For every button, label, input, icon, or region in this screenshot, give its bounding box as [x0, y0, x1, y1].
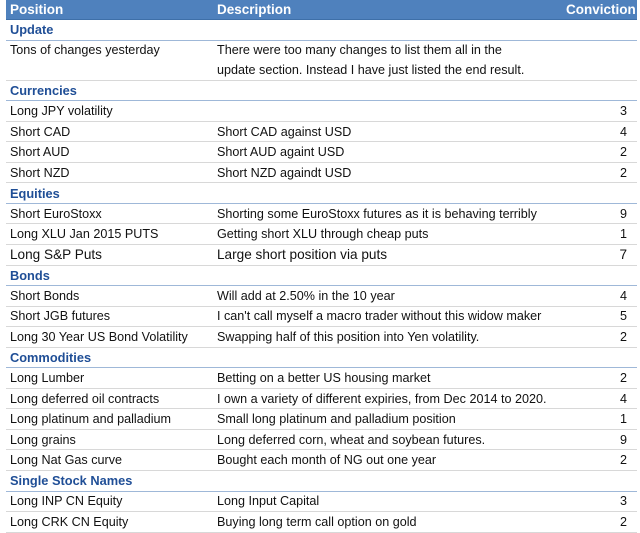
- position-cell: Short AUD: [6, 141, 209, 163]
- conviction-cell: 2: [562, 367, 637, 389]
- description-cell: Short AUD againt USD: [209, 141, 562, 163]
- position-cell: Long grains: [6, 429, 209, 451]
- description-cell: Long deferred corn, wheat and soybean fu…: [209, 429, 562, 451]
- conviction-cell: 2: [562, 511, 637, 533]
- section-commodities: Commodities: [6, 347, 637, 369]
- section-currencies: Currencies: [6, 80, 637, 102]
- conviction-cell: 9: [562, 203, 637, 225]
- position-cell: Long JPY volatility: [6, 100, 209, 122]
- table-row: update section. Instead I have just list…: [6, 60, 637, 81]
- section-update: Update: [6, 19, 637, 41]
- section-equities: Equities: [6, 182, 637, 204]
- positions-table: Position Description Conviction Update T…: [6, 0, 637, 533]
- conviction-cell: 2: [562, 326, 637, 348]
- conviction-cell: 2: [562, 141, 637, 163]
- description-cell: Bought each month of NG out one year: [209, 449, 562, 472]
- table-row: Long Lumber Betting on a better US housi…: [6, 367, 637, 389]
- description-cell: Shorting some EuroStoxx futures as it is…: [209, 203, 562, 225]
- position-cell: Short EuroStoxx: [6, 203, 209, 225]
- conviction-cell: 3: [562, 100, 637, 122]
- conviction-cell: 7: [562, 244, 637, 266]
- position-cell: Long deferred oil contracts: [6, 388, 209, 410]
- description-cell: I own a variety of different expiries, f…: [209, 388, 562, 410]
- table-row: Long Nat Gas curve Bought each month of …: [6, 449, 637, 472]
- position-cell: Long platinum and palladium: [6, 408, 209, 430]
- table-row: Long INP CN Equity Long Input Capital 3: [6, 491, 637, 513]
- table-row: Long S&P Puts Large short position via p…: [6, 244, 637, 266]
- section-title: Commodities: [6, 347, 209, 369]
- section-title: Single Stock Names: [6, 470, 209, 492]
- conviction-cell: 4: [562, 388, 637, 410]
- description-cell: Will add at 2.50% in the 10 year: [209, 285, 562, 307]
- section-title: Currencies: [6, 80, 209, 102]
- position-cell: Long Lumber: [6, 367, 209, 389]
- position-cell: Long S&P Puts: [6, 244, 209, 266]
- positions-sheet: Position Description Conviction Update T…: [6, 0, 637, 533]
- position-cell: Long CRK CN Equity: [6, 511, 209, 533]
- description-cell: [209, 100, 562, 122]
- description-cell: Getting short XLU through cheap puts: [209, 223, 562, 246]
- position-cell: Long XLU Jan 2015 PUTS: [6, 223, 209, 246]
- section-title: Bonds: [6, 265, 209, 287]
- table-row: Short JGB futures I can't call myself a …: [6, 306, 637, 328]
- conviction-cell: 5: [562, 306, 637, 328]
- description-cell: Short NZD againdt USD: [209, 162, 562, 184]
- conviction-cell: 2: [562, 162, 637, 184]
- table-row: Short AUD Short AUD againt USD 2: [6, 141, 637, 163]
- position-cell: Short Bonds: [6, 285, 209, 307]
- table-row: Long JPY volatility 3: [6, 100, 637, 122]
- table-row: Tons of changes yesterday There were too…: [6, 40, 637, 60]
- conviction-cell: 9: [562, 429, 637, 451]
- table-row: Short CAD Short CAD against USD 4: [6, 121, 637, 143]
- description-cell: Long Input Capital: [209, 491, 562, 513]
- position-cell: Long INP CN Equity: [6, 491, 209, 513]
- table-row: Long grains Long deferred corn, wheat an…: [6, 429, 637, 451]
- table-row: Long CRK CN Equity Buying long term call…: [6, 511, 637, 533]
- conviction-cell: 2: [562, 449, 637, 472]
- position-cell: Long 30 Year US Bond Volatility: [6, 326, 209, 348]
- conviction-cell: 3: [562, 491, 637, 513]
- section-title: Update: [6, 19, 209, 41]
- header-description: Description: [209, 0, 562, 20]
- table-row: Long deferred oil contracts I own a vari…: [6, 388, 637, 410]
- description-cell: Large short position via puts: [209, 244, 562, 266]
- description-cell: Buying long term call option on gold: [209, 511, 562, 533]
- table-row: Short EuroStoxx Shorting some EuroStoxx …: [6, 203, 637, 225]
- conviction-cell: 4: [562, 285, 637, 307]
- position-cell: Short JGB futures: [6, 306, 209, 328]
- table-row: Long platinum and palladium Small long p…: [6, 408, 637, 430]
- header-position: Position: [6, 0, 209, 20]
- section-single-stock: Single Stock Names: [6, 470, 637, 492]
- description-cell: Betting on a better US housing market: [209, 367, 562, 389]
- position-cell: Short CAD: [6, 121, 209, 143]
- section-title: Equities: [6, 182, 209, 204]
- header-conviction: Conviction: [562, 0, 637, 20]
- description-cell: I can't call myself a macro trader witho…: [209, 306, 562, 328]
- section-bonds: Bonds: [6, 265, 637, 287]
- description-cell: Swapping half of this position into Yen …: [209, 326, 562, 348]
- description-cell: Short CAD against USD: [209, 121, 562, 143]
- header-row: Position Description Conviction: [6, 0, 637, 20]
- position-cell: Short NZD: [6, 162, 209, 184]
- conviction-cell: 4: [562, 121, 637, 143]
- description-cell: There were too many changes to list them…: [217, 43, 502, 58]
- description-cell: Small long platinum and palladium positi…: [209, 408, 562, 430]
- conviction-cell: 1: [562, 223, 637, 246]
- position-cell: Long Nat Gas curve: [6, 449, 209, 472]
- position-cell: Tons of changes yesterday: [10, 43, 160, 58]
- description-cell: update section. Instead I have just list…: [209, 60, 562, 81]
- table-row: Short Bonds Will add at 2.50% in the 10 …: [6, 285, 637, 307]
- conviction-cell: 1: [562, 408, 637, 430]
- table-row: Short NZD Short NZD againdt USD 2: [6, 162, 637, 184]
- table-row: Long XLU Jan 2015 PUTS Getting short XLU…: [6, 223, 637, 246]
- table-row: Long 30 Year US Bond Volatility Swapping…: [6, 326, 637, 348]
